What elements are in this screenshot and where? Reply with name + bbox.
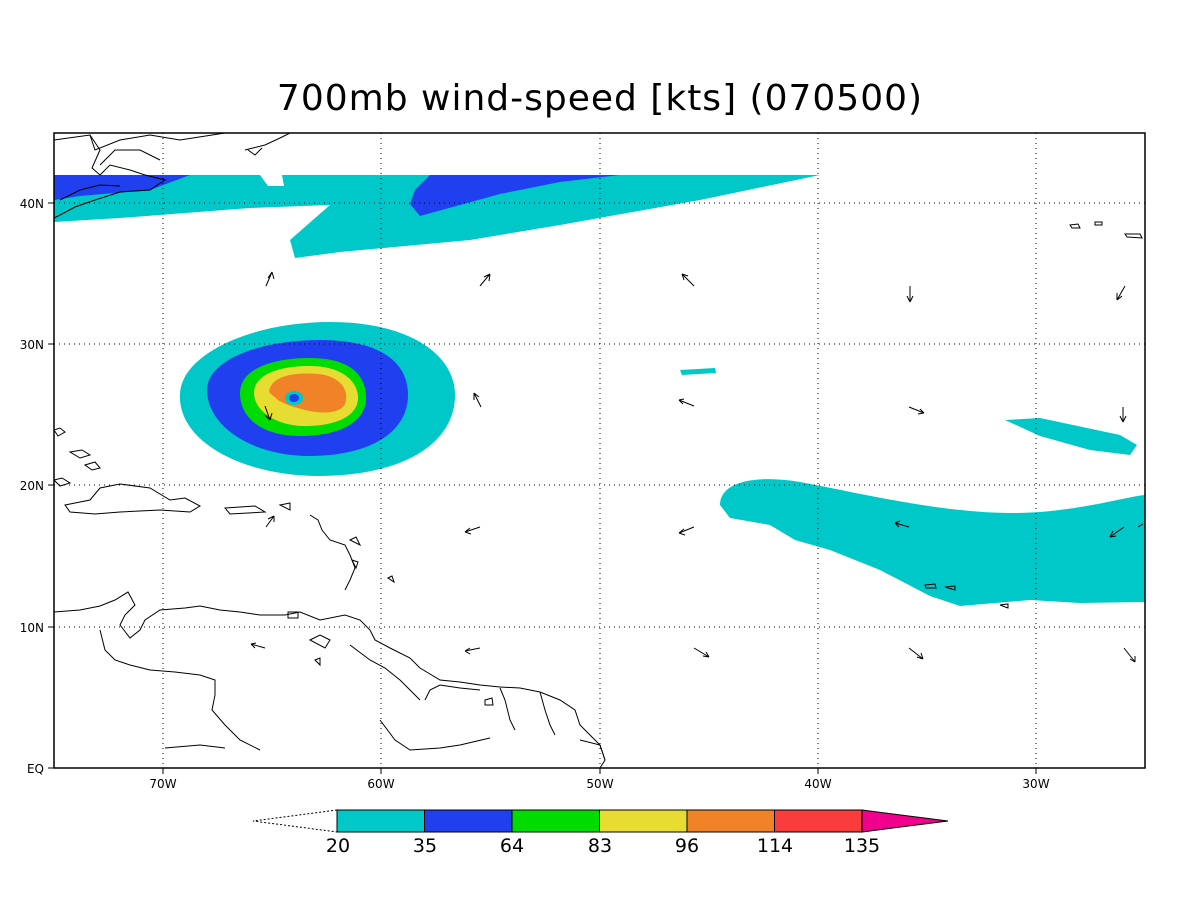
colorbar-label: 135	[844, 835, 880, 857]
wind-shading	[54, 175, 1145, 606]
colorbar-high-triangle	[861, 809, 949, 833]
coastlines	[54, 133, 1143, 768]
wind-vectors	[250, 271, 1144, 663]
wind-band-east	[720, 479, 1145, 606]
graticule	[54, 133, 1145, 768]
lat-label: 30N	[20, 338, 44, 352]
colorbar: 20 35 64 83 96 114 135	[252, 809, 949, 857]
colorbar-segment	[511, 809, 600, 833]
map-title: 700mb wind-speed [kts] (070500)	[276, 78, 924, 119]
colorbar-segment	[424, 809, 513, 833]
lon-label: 70W	[149, 777, 176, 791]
colorbar-label: 96	[675, 835, 699, 857]
colorbar-label: 83	[588, 835, 612, 857]
wind-band-20-northwest	[54, 175, 820, 258]
colorbar-label: 114	[757, 835, 793, 857]
lon-label: 30W	[1022, 777, 1049, 791]
lat-label: 10N	[20, 621, 44, 635]
lat-label: EQ	[27, 762, 44, 776]
tick-marks	[48, 202, 1037, 774]
wind-band-east-strip	[1005, 418, 1137, 455]
colorbar-label: 64	[500, 835, 524, 857]
lat-label: 40N	[20, 197, 44, 211]
colorbar-low-triangle	[252, 809, 338, 833]
colorbar-label: 35	[413, 835, 437, 857]
colorbar-segment	[599, 809, 688, 833]
wind-band-35-northwest	[54, 175, 190, 200]
longitude-labels: 70W 60W 50W 40W 30W	[149, 777, 1049, 791]
lon-label: 40W	[804, 777, 831, 791]
lon-label: 60W	[367, 777, 394, 791]
lat-label: 20N	[20, 479, 44, 493]
colorbar-segment	[774, 809, 863, 833]
wind-band-35-north	[410, 175, 620, 216]
wind-blob-small	[680, 368, 716, 375]
colorbar-segment	[336, 809, 425, 833]
colorbar-segment	[686, 809, 775, 833]
hurricane-eye	[289, 394, 299, 402]
colorbar-label: 20	[326, 835, 350, 857]
latitude-labels: 40N 30N 20N 10N EQ	[20, 197, 44, 776]
lon-label: 50W	[586, 777, 613, 791]
